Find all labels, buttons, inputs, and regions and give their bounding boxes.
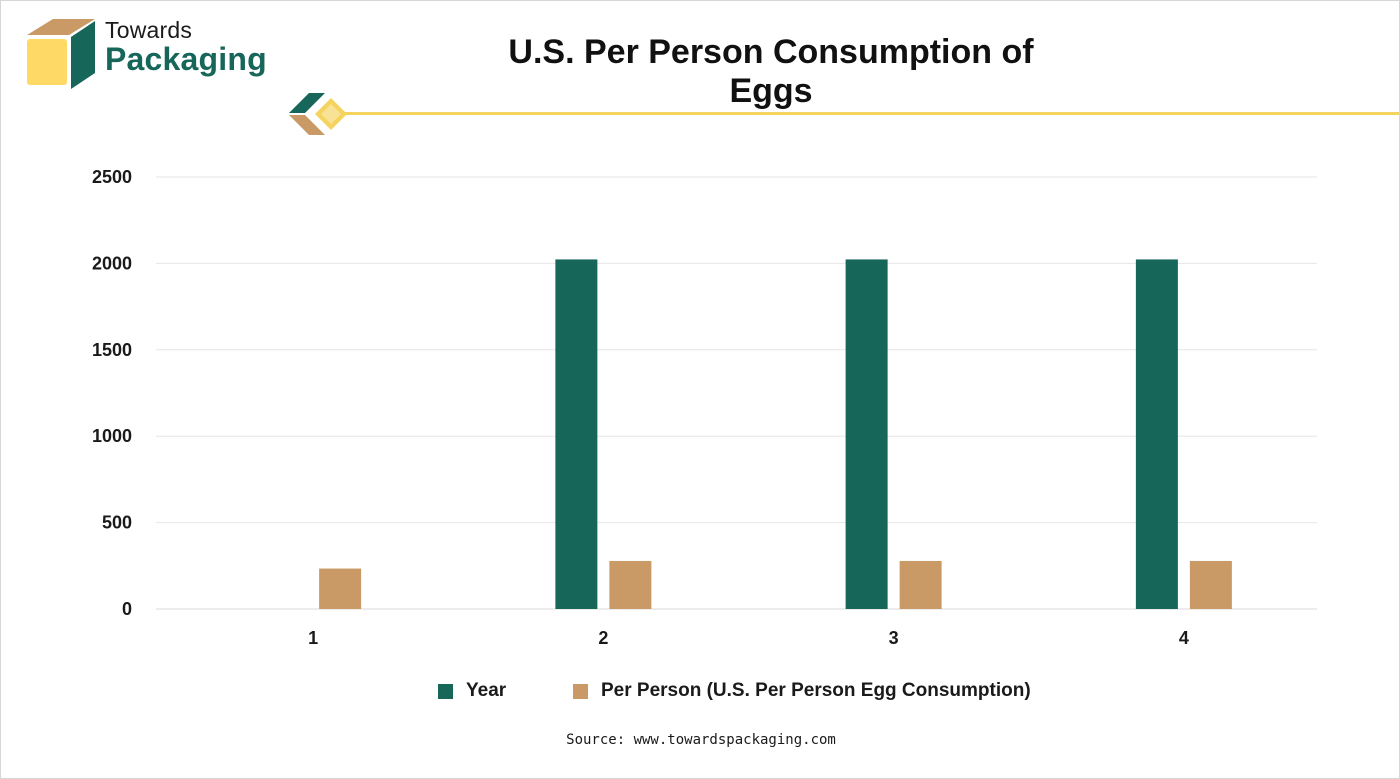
bar-year: [1135, 259, 1178, 609]
y-tick-label: 500: [102, 513, 132, 533]
source-note: Source: www.towardspackaging.com: [566, 732, 836, 748]
y-tick-label: 2000: [92, 253, 132, 273]
x-tick-label: 4: [1179, 628, 1189, 648]
legend-swatch-year: [438, 684, 453, 699]
brand-name-line2: Packaging: [105, 41, 267, 77]
y-tick-label: 1000: [92, 426, 132, 446]
title-divider-line: [341, 112, 1399, 115]
bar-per-person: [609, 560, 652, 609]
brand-logo: Towards Packaging: [25, 17, 285, 89]
box-logo-icon: [27, 19, 95, 89]
bar-per-person: [899, 560, 942, 609]
chart-title: U.S. Per Person Consumption of Eggs: [508, 33, 1034, 110]
chart-legend: Year Per Person (U.S. Per Person Egg Con…: [1, 679, 1399, 705]
bar-per-person: [1189, 560, 1232, 609]
divider-diamond-icon: [289, 93, 347, 135]
y-tick-label: 1500: [92, 340, 132, 360]
brand-name-line1: Towards: [105, 17, 193, 43]
x-tick-label: 3: [889, 628, 899, 648]
legend-label-year: Year: [466, 680, 507, 701]
y-tick-label: 2500: [92, 167, 132, 187]
x-tick-label: 2: [598, 628, 608, 648]
bar-year: [845, 259, 888, 609]
legend-swatch-per-person: [573, 684, 588, 699]
bar-year: [555, 259, 598, 609]
bar-per-person: [319, 568, 362, 609]
y-tick-label: 0: [122, 599, 132, 619]
legend-label-per-person: Per Person (U.S. Per Person Egg Consumpt…: [601, 680, 1031, 701]
x-tick-label: 1: [308, 628, 318, 648]
